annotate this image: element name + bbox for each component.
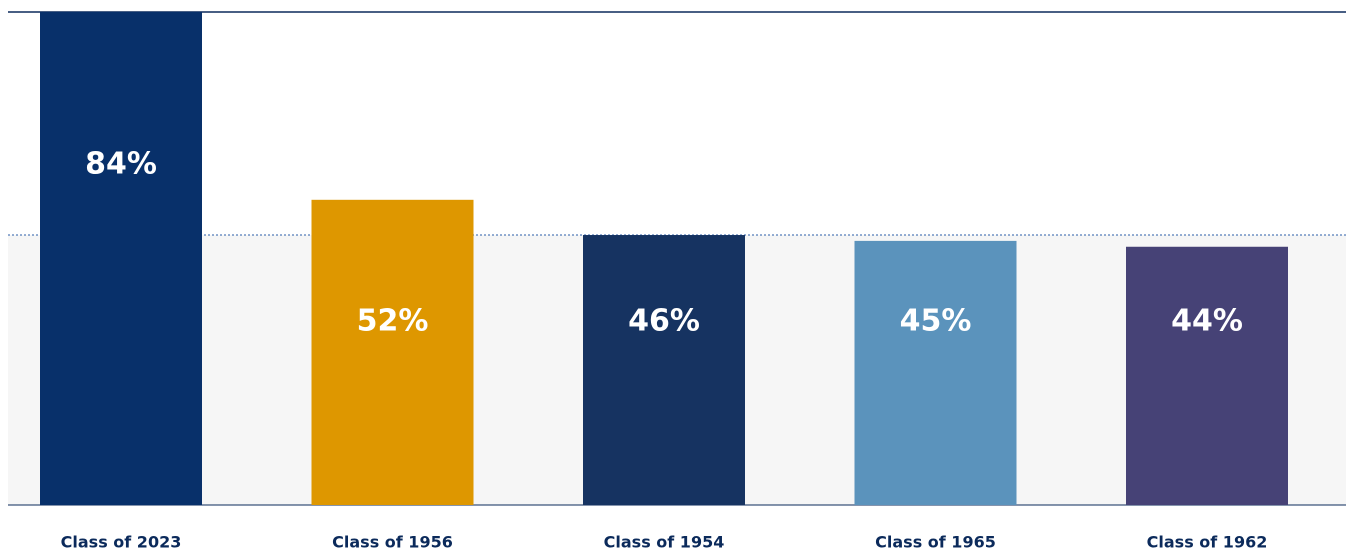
bar bbox=[583, 235, 745, 505]
x-tick-label: Class of 1954 bbox=[604, 533, 725, 550]
value-label: 45% bbox=[900, 304, 972, 339]
value-label: 46% bbox=[628, 304, 700, 339]
x-tick-label: Class of 1965 bbox=[875, 533, 996, 550]
x-tick-label: Class of 1962 bbox=[1147, 533, 1268, 550]
bar bbox=[1126, 246, 1288, 505]
value-label: 84% bbox=[85, 147, 157, 182]
value-label: 44% bbox=[1171, 304, 1243, 339]
value-label: 52% bbox=[357, 304, 429, 339]
bar bbox=[40, 12, 202, 505]
x-tick-label: Class of 2023 bbox=[61, 533, 182, 550]
x-tick-label: Class of 1956 bbox=[332, 533, 453, 550]
bar bbox=[854, 240, 1017, 505]
bar bbox=[311, 199, 474, 506]
